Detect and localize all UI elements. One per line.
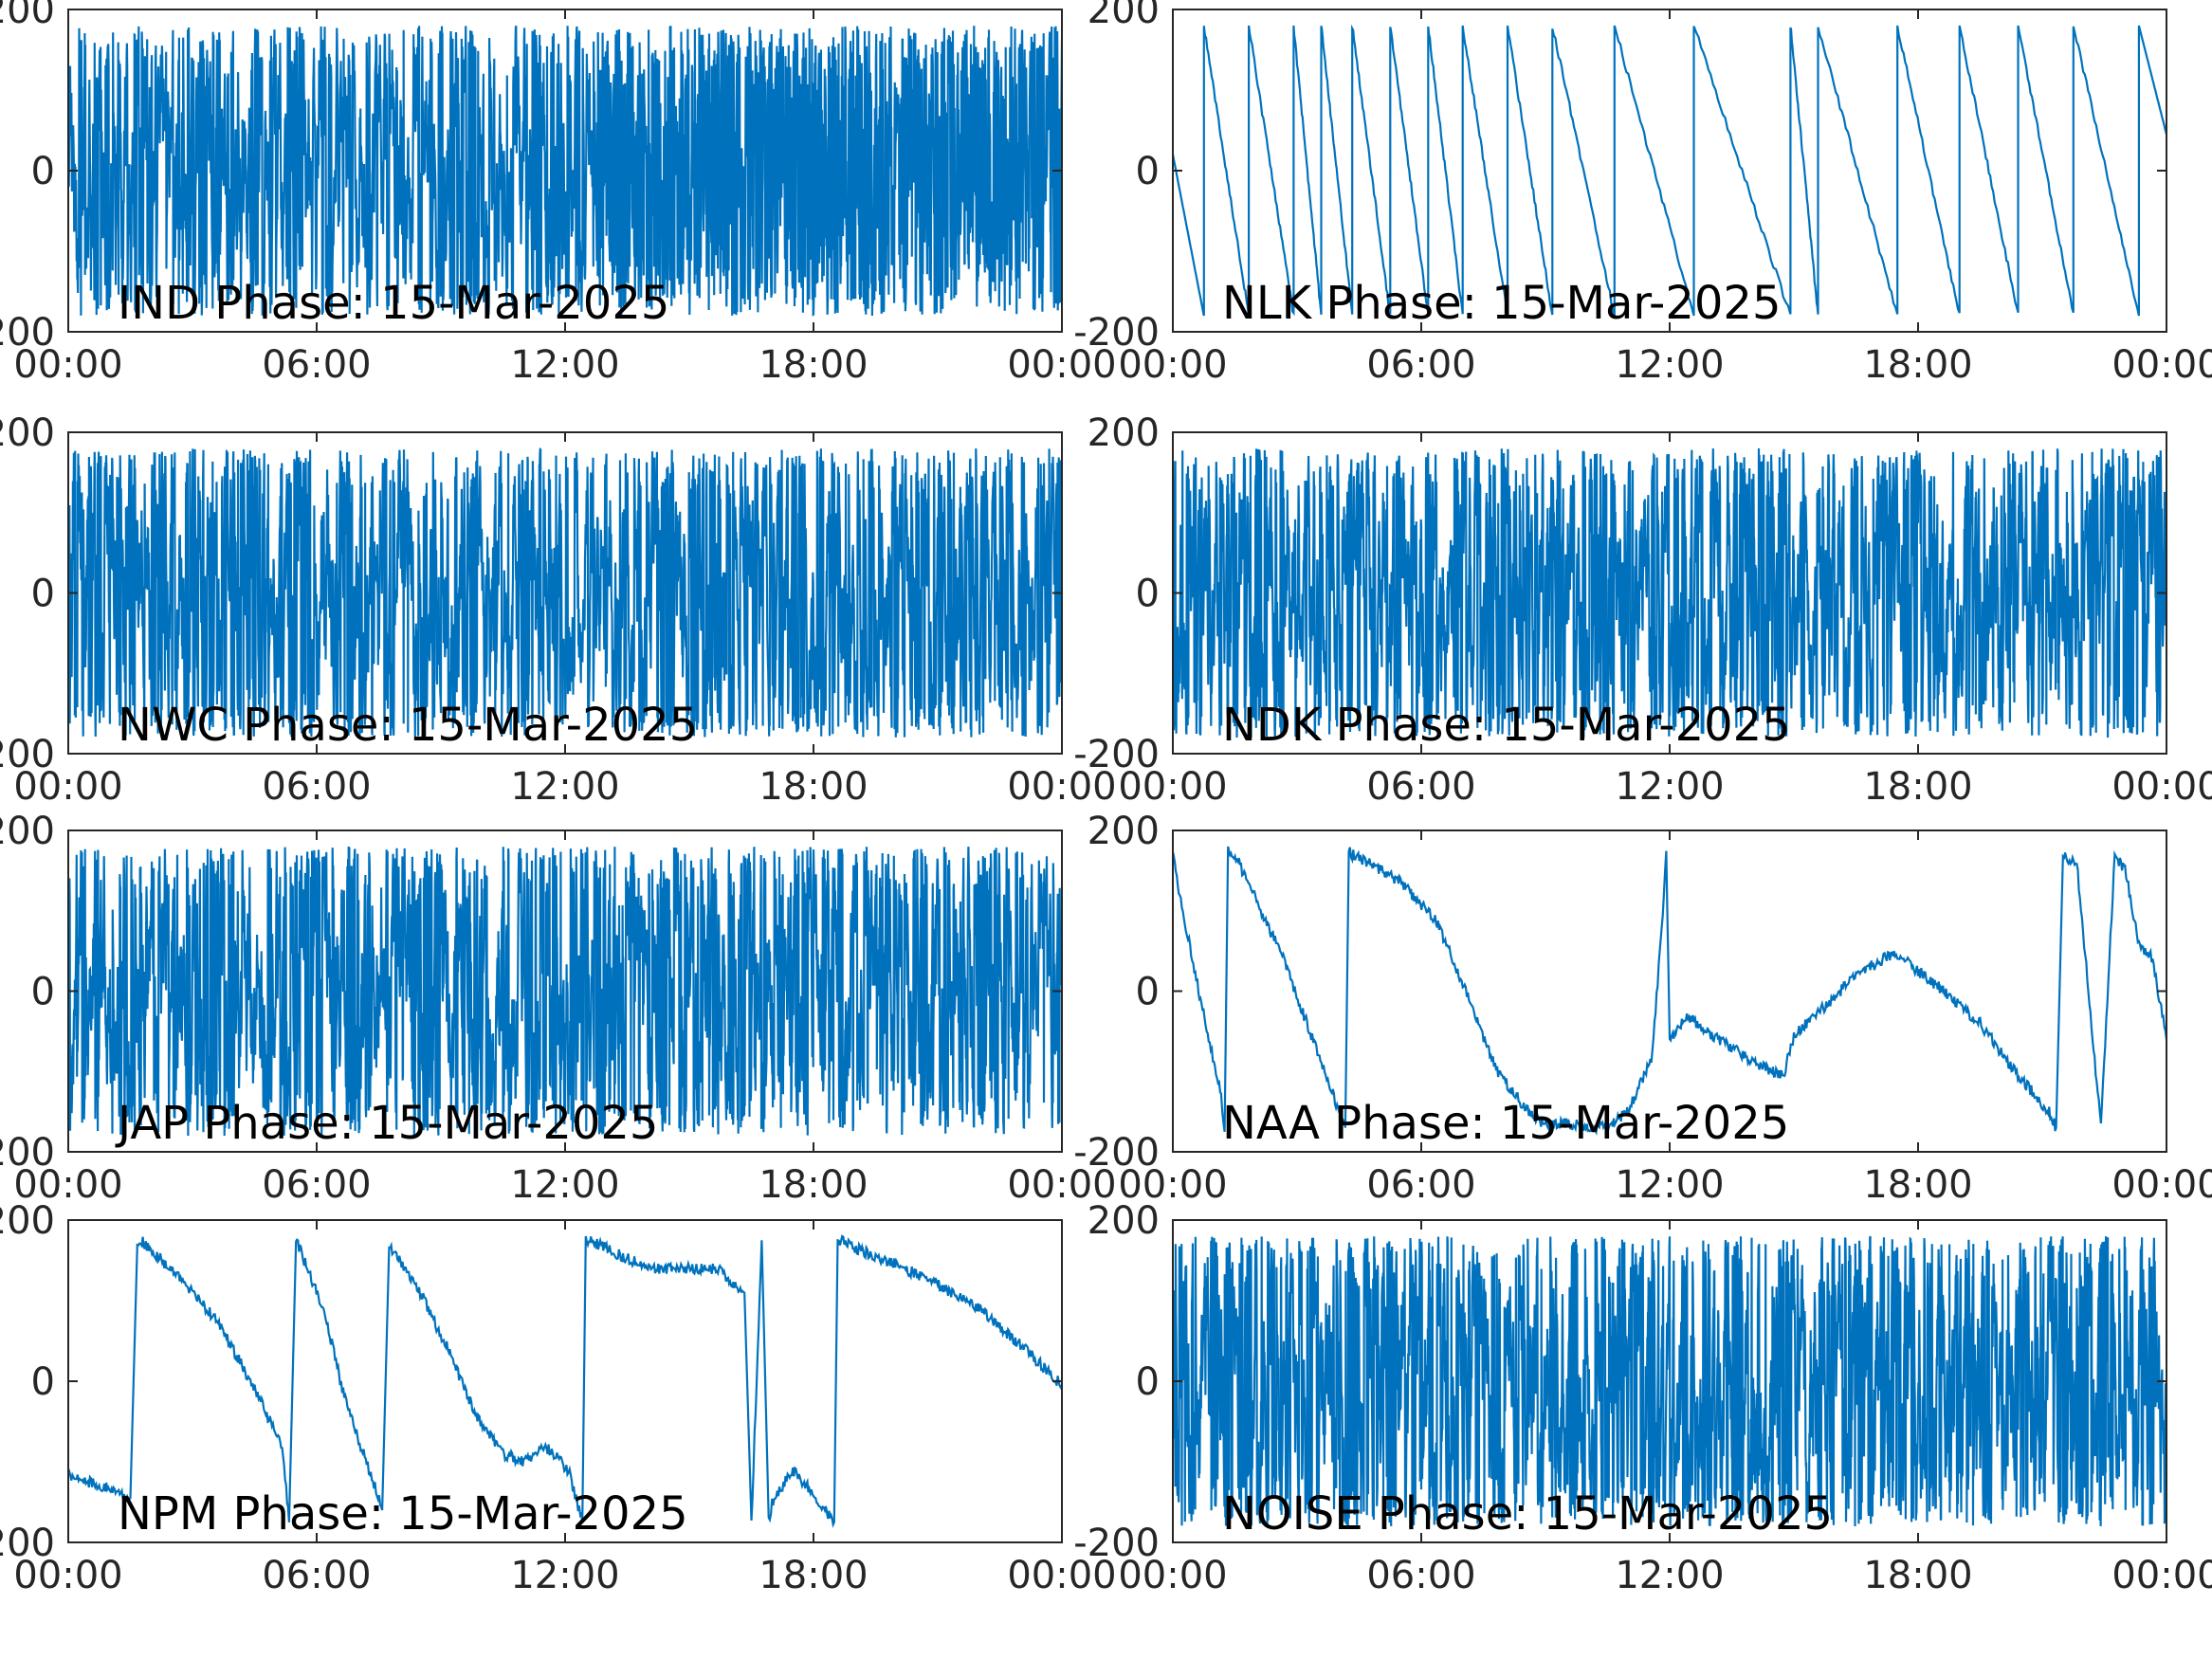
x-tick-label: 06:00 xyxy=(262,1163,371,1207)
x-tick-label: 06:00 xyxy=(1366,765,1475,809)
panel-title: NAA Phase: 15-Mar-2025 xyxy=(1222,1097,1789,1150)
y-tick-label: 0 xyxy=(31,150,55,193)
x-tick-label: 00:00 xyxy=(1118,1163,1227,1207)
x-tick-label: 12:00 xyxy=(510,343,619,387)
x-tick-label: 00:00 xyxy=(1118,1554,1227,1597)
y-tick-label: 0 xyxy=(1136,1360,1160,1404)
panel-title: JAP Phase: 15-Mar-2025 xyxy=(115,1097,658,1150)
y-tick-label: 200 xyxy=(0,1199,55,1243)
x-tick-label: 00:00 xyxy=(2111,1554,2212,1597)
x-tick-label: 06:00 xyxy=(262,343,371,387)
panel-title: NWC Phase: 15-Mar-2025 xyxy=(118,699,698,752)
x-tick-label: 18:00 xyxy=(759,343,868,387)
x-tick-label: 18:00 xyxy=(1863,343,1972,387)
phase-series-line xyxy=(68,447,1062,738)
y-tick-label: -200 xyxy=(1073,1131,1160,1175)
panel-title: NLK Phase: 15-Mar-2025 xyxy=(1222,277,1782,330)
x-tick-label: 00:00 xyxy=(13,1554,122,1597)
x-tick-label: 18:00 xyxy=(1863,1163,1972,1207)
panel-title: NPM Phase: 15-Mar-2025 xyxy=(118,1487,688,1540)
y-tick-label: 200 xyxy=(0,810,55,853)
x-tick-label: 00:00 xyxy=(2111,765,2212,809)
y-tick-label: 0 xyxy=(31,573,55,616)
y-tick-label: -200 xyxy=(1073,1522,1160,1565)
phase-series-line xyxy=(68,25,1062,317)
x-tick-label: 12:00 xyxy=(510,1554,619,1597)
phase-series-line xyxy=(1173,447,2166,738)
x-tick-label: 12:00 xyxy=(1615,1554,1724,1597)
x-tick-label: 06:00 xyxy=(1366,343,1475,387)
x-tick-label: 00:00 xyxy=(13,1163,122,1207)
x-tick-label: 00:00 xyxy=(1007,1554,1116,1597)
y-tick-label: -200 xyxy=(1073,311,1160,355)
y-tick-label: -200 xyxy=(0,311,55,355)
x-tick-label: 12:00 xyxy=(1615,1163,1724,1207)
y-tick-label: -200 xyxy=(0,1522,55,1565)
phase-series-line xyxy=(1173,846,2166,1136)
x-tick-label: 00:00 xyxy=(1007,343,1116,387)
x-tick-label: 18:00 xyxy=(759,1163,868,1207)
y-tick-label: 200 xyxy=(1088,0,1160,32)
x-tick-label: 00:00 xyxy=(13,343,122,387)
x-tick-label: 00:00 xyxy=(1118,343,1227,387)
y-tick-label: 0 xyxy=(31,1360,55,1404)
y-tick-label: 0 xyxy=(31,971,55,1014)
x-tick-label: 00:00 xyxy=(1007,765,1116,809)
x-tick-label: 12:00 xyxy=(510,1163,619,1207)
x-tick-label: 06:00 xyxy=(1366,1163,1475,1207)
y-tick-label: -200 xyxy=(0,1131,55,1175)
x-tick-label: 12:00 xyxy=(1615,765,1724,809)
y-tick-label: 200 xyxy=(1088,411,1160,455)
phase-series-line xyxy=(68,846,1062,1137)
phase-series-line xyxy=(68,1234,1062,1528)
x-tick-label: 18:00 xyxy=(759,765,868,809)
y-tick-label: 200 xyxy=(1088,810,1160,853)
x-tick-label: 12:00 xyxy=(1615,343,1724,387)
y-tick-label: 200 xyxy=(1088,1199,1160,1243)
x-tick-label: 06:00 xyxy=(262,1554,371,1597)
y-tick-label: -200 xyxy=(0,733,55,776)
x-tick-label: 00:00 xyxy=(2111,1163,2212,1207)
x-tick-label: 00:00 xyxy=(1007,1163,1116,1207)
x-tick-label: 12:00 xyxy=(510,765,619,809)
phase-series-line xyxy=(1173,1235,2166,1527)
x-tick-label: 00:00 xyxy=(2111,343,2212,387)
y-tick-label: -200 xyxy=(1073,733,1160,776)
y-tick-label: 200 xyxy=(0,0,55,32)
panel-title: IND Phase: 15-Mar-2025 xyxy=(118,277,669,330)
y-tick-label: 0 xyxy=(1136,150,1160,193)
y-tick-label: 200 xyxy=(0,411,55,455)
x-tick-label: 18:00 xyxy=(1863,1554,1972,1597)
x-tick-label: 18:00 xyxy=(759,1554,868,1597)
x-tick-label: 00:00 xyxy=(13,765,122,809)
y-tick-label: 0 xyxy=(1136,573,1160,616)
panel-title: NDK Phase: 15-Mar-2025 xyxy=(1222,699,1791,752)
x-tick-label: 06:00 xyxy=(262,765,371,809)
x-tick-label: 00:00 xyxy=(1118,765,1227,809)
x-tick-label: 18:00 xyxy=(1863,765,1972,809)
panel-title: NOISE Phase: 15-Mar-2025 xyxy=(1222,1487,1833,1540)
phase-series-line xyxy=(1173,24,2166,317)
y-tick-label: 0 xyxy=(1136,971,1160,1014)
x-tick-label: 06:00 xyxy=(1366,1554,1475,1597)
